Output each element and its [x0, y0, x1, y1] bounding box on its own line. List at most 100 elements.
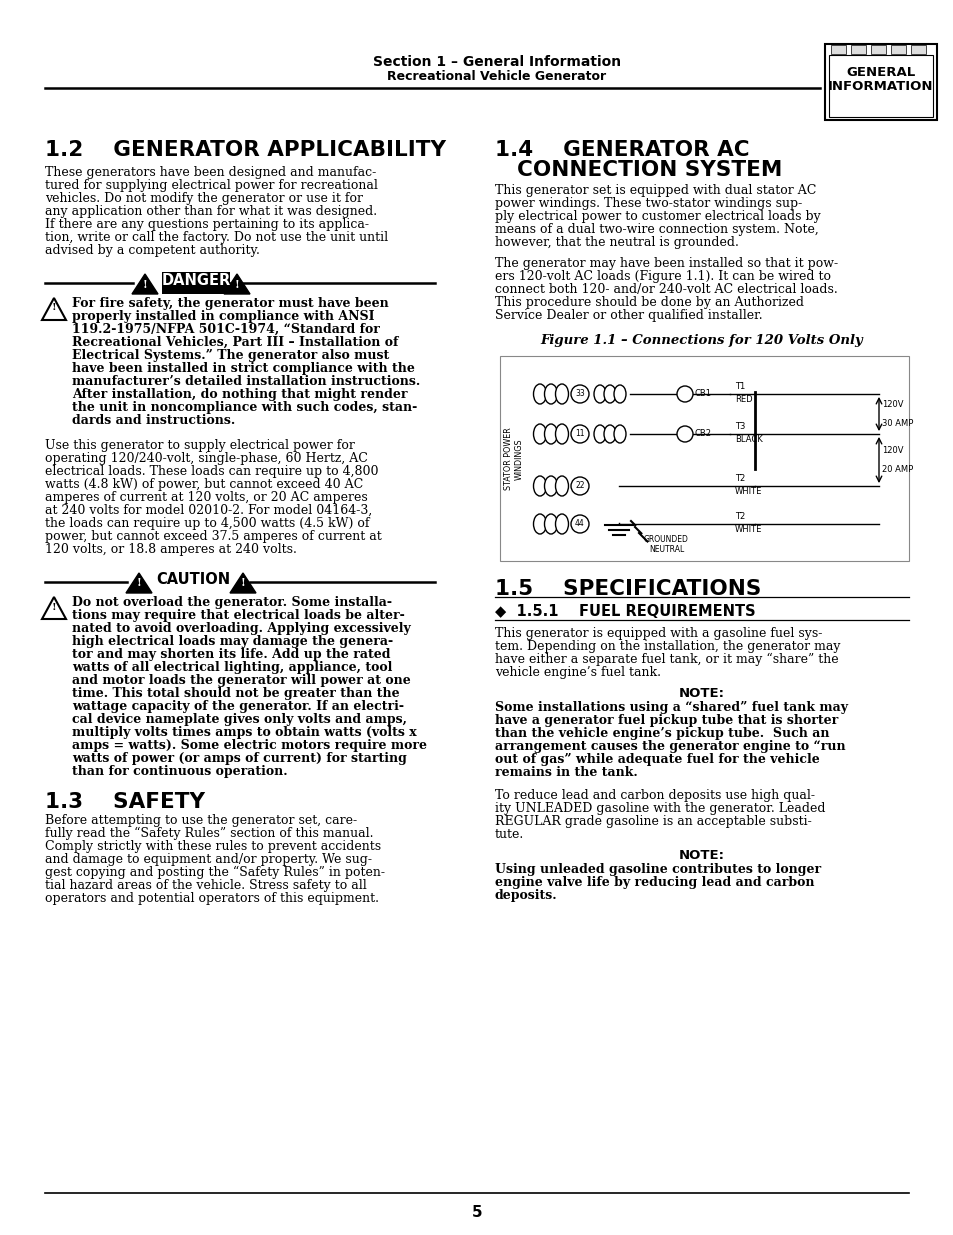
Text: any application other than for what it was designed.: any application other than for what it w…	[45, 205, 376, 219]
Text: Use this generator to supply electrical power for: Use this generator to supply electrical …	[45, 438, 355, 452]
Ellipse shape	[544, 475, 557, 496]
Text: INFORMATION: INFORMATION	[827, 80, 933, 93]
Ellipse shape	[533, 384, 546, 404]
Text: !: !	[234, 279, 239, 289]
Polygon shape	[230, 573, 255, 593]
Text: T2: T2	[734, 513, 744, 521]
Text: GROUNDED
NEUTRAL: GROUNDED NEUTRAL	[643, 535, 688, 555]
Text: tial hazard areas of the vehicle. Stress safety to all: tial hazard areas of the vehicle. Stress…	[45, 879, 366, 892]
Text: Before attempting to use the generator set, care-: Before attempting to use the generator s…	[45, 814, 356, 827]
Text: amperes of current at 120 volts, or 20 AC amperes: amperes of current at 120 volts, or 20 A…	[45, 492, 367, 504]
Text: BLACK: BLACK	[734, 435, 762, 445]
Text: STATOR POWER
WINDINGS: STATOR POWER WINDINGS	[504, 427, 523, 490]
Text: ers 120-volt AC loads (Figure 1.1). It can be wired to: ers 120-volt AC loads (Figure 1.1). It c…	[495, 270, 830, 283]
Text: 120V: 120V	[882, 446, 902, 454]
Text: !: !	[51, 603, 56, 611]
Text: Recreational Vehicle Generator: Recreational Vehicle Generator	[387, 70, 606, 83]
Text: WHITE: WHITE	[734, 487, 761, 496]
Text: T1: T1	[734, 382, 744, 391]
Text: advised by a competent authority.: advised by a competent authority.	[45, 245, 259, 257]
Text: gest copying and posting the “Safety Rules” in poten-: gest copying and posting the “Safety Rul…	[45, 866, 385, 879]
Text: nated to avoid overloading. Applying excessively: nated to avoid overloading. Applying exc…	[71, 622, 411, 635]
Ellipse shape	[614, 425, 625, 443]
Bar	[830, 44, 845, 54]
Text: 120V: 120V	[882, 400, 902, 409]
Text: Do not overload the generator. Some installa-: Do not overload the generator. Some inst…	[71, 597, 392, 609]
Ellipse shape	[555, 424, 568, 445]
Text: After installation, do nothing that might render: After installation, do nothing that migh…	[71, 388, 407, 401]
Text: These generators have been designed and manufac-: These generators have been designed and …	[45, 165, 375, 179]
Text: deposits.: deposits.	[495, 889, 558, 902]
Text: ◆  1.5.1    FUEL REQUIREMENTS: ◆ 1.5.1 FUEL REQUIREMENTS	[495, 604, 755, 619]
Text: vehicles. Do not modify the generator or use it for: vehicles. Do not modify the generator or…	[45, 191, 363, 205]
Text: tem. Depending on the installation, the generator may: tem. Depending on the installation, the …	[495, 640, 840, 653]
Text: tute.: tute.	[495, 827, 524, 841]
Text: For fire safety, the generator must have been: For fire safety, the generator must have…	[71, 296, 388, 310]
Ellipse shape	[533, 514, 546, 534]
Text: watts (4.8 kW) of power, but cannot exceed 40 AC: watts (4.8 kW) of power, but cannot exce…	[45, 478, 363, 492]
Ellipse shape	[544, 384, 557, 404]
Text: operators and potential operators of this equipment.: operators and potential operators of thi…	[45, 892, 378, 905]
Text: !: !	[136, 578, 141, 589]
Text: tions may require that electrical loads be alter-: tions may require that electrical loads …	[71, 609, 404, 622]
Text: wattage capacity of the generator. If an electri-: wattage capacity of the generator. If an…	[71, 700, 403, 713]
Text: 1.4    GENERATOR AC: 1.4 GENERATOR AC	[495, 140, 749, 161]
Text: 44: 44	[575, 520, 584, 529]
Text: Some installations using a “shared” fuel tank may: Some installations using a “shared” fuel…	[495, 701, 847, 714]
Text: T3: T3	[734, 422, 744, 431]
Bar	[499, 356, 908, 561]
Text: This procedure should be done by an Authorized: This procedure should be done by an Auth…	[495, 296, 803, 309]
Text: 33: 33	[575, 389, 584, 399]
Text: cal device nameplate gives only volts and amps,: cal device nameplate gives only volts an…	[71, 713, 407, 726]
Text: watts of power (or amps of current) for starting: watts of power (or amps of current) for …	[71, 752, 406, 764]
Bar	[824, 44, 936, 120]
Bar	[162, 272, 230, 294]
Ellipse shape	[603, 425, 616, 443]
Text: GENERAL: GENERAL	[845, 65, 915, 79]
Text: tured for supplying electrical power for recreational: tured for supplying electrical power for…	[45, 179, 377, 191]
Circle shape	[571, 477, 588, 495]
Text: amps = watts). Some electric motors require more: amps = watts). Some electric motors requ…	[71, 739, 427, 752]
Ellipse shape	[555, 475, 568, 496]
Bar	[870, 44, 885, 54]
Text: NOTE:: NOTE:	[679, 687, 724, 700]
Text: If there are any questions pertaining to its applica-: If there are any questions pertaining to…	[45, 219, 369, 231]
Text: manufacturer’s detailed installation instructions.: manufacturer’s detailed installation ins…	[71, 375, 420, 388]
Ellipse shape	[533, 424, 546, 445]
Text: Service Dealer or other qualified installer.: Service Dealer or other qualified instal…	[495, 309, 761, 322]
Bar	[828, 56, 932, 117]
Text: 22: 22	[575, 482, 584, 490]
Text: !: !	[51, 304, 56, 312]
Text: This generator set is equipped with dual stator AC: This generator set is equipped with dual…	[495, 184, 816, 198]
Text: arrangement causes the generator engine to “run: arrangement causes the generator engine …	[495, 740, 844, 753]
Text: NOTE:: NOTE:	[679, 848, 724, 862]
Circle shape	[571, 385, 588, 403]
Text: watts of all electrical lighting, appliance, tool: watts of all electrical lighting, applia…	[71, 661, 392, 674]
Text: CAUTION: CAUTION	[155, 572, 230, 587]
Text: 119.2-1975/NFPA 501C-1974, “Standard for: 119.2-1975/NFPA 501C-1974, “Standard for	[71, 324, 379, 336]
Text: 1.3    SAFETY: 1.3 SAFETY	[45, 792, 205, 811]
Text: Section 1 – General Information: Section 1 – General Information	[373, 56, 620, 69]
Text: however, that the neutral is grounded.: however, that the neutral is grounded.	[495, 236, 739, 249]
Text: tion, write or call the factory. Do not use the unit until: tion, write or call the factory. Do not …	[45, 231, 388, 245]
Polygon shape	[132, 274, 158, 294]
Polygon shape	[126, 573, 152, 593]
Ellipse shape	[544, 514, 557, 534]
Text: remains in the tank.: remains in the tank.	[495, 766, 638, 779]
Text: engine valve life by reducing lead and carbon: engine valve life by reducing lead and c…	[495, 876, 814, 889]
Text: the unit in noncompliance with such codes, stan-: the unit in noncompliance with such code…	[71, 401, 416, 414]
Text: have a generator fuel pickup tube that is shorter: have a generator fuel pickup tube that i…	[495, 714, 838, 727]
Bar	[890, 44, 905, 54]
Text: means of a dual two-wire connection system. Note,: means of a dual two-wire connection syst…	[495, 224, 818, 236]
Text: the loads can require up to 4,500 watts (4.5 kW) of: the loads can require up to 4,500 watts …	[45, 517, 369, 530]
Text: power windings. These two-stator windings sup-: power windings. These two-stator winding…	[495, 198, 801, 210]
Text: REGULAR grade gasoline is an acceptable substi-: REGULAR grade gasoline is an acceptable …	[495, 815, 811, 827]
Text: ply electrical power to customer electrical loads by: ply electrical power to customer electri…	[495, 210, 820, 224]
Polygon shape	[224, 274, 250, 294]
Ellipse shape	[555, 514, 568, 534]
Text: The generator may have been installed so that it pow-: The generator may have been installed so…	[495, 257, 838, 270]
Ellipse shape	[614, 385, 625, 403]
Circle shape	[677, 387, 692, 403]
Circle shape	[571, 515, 588, 534]
Text: 20 AMP: 20 AMP	[882, 466, 912, 474]
